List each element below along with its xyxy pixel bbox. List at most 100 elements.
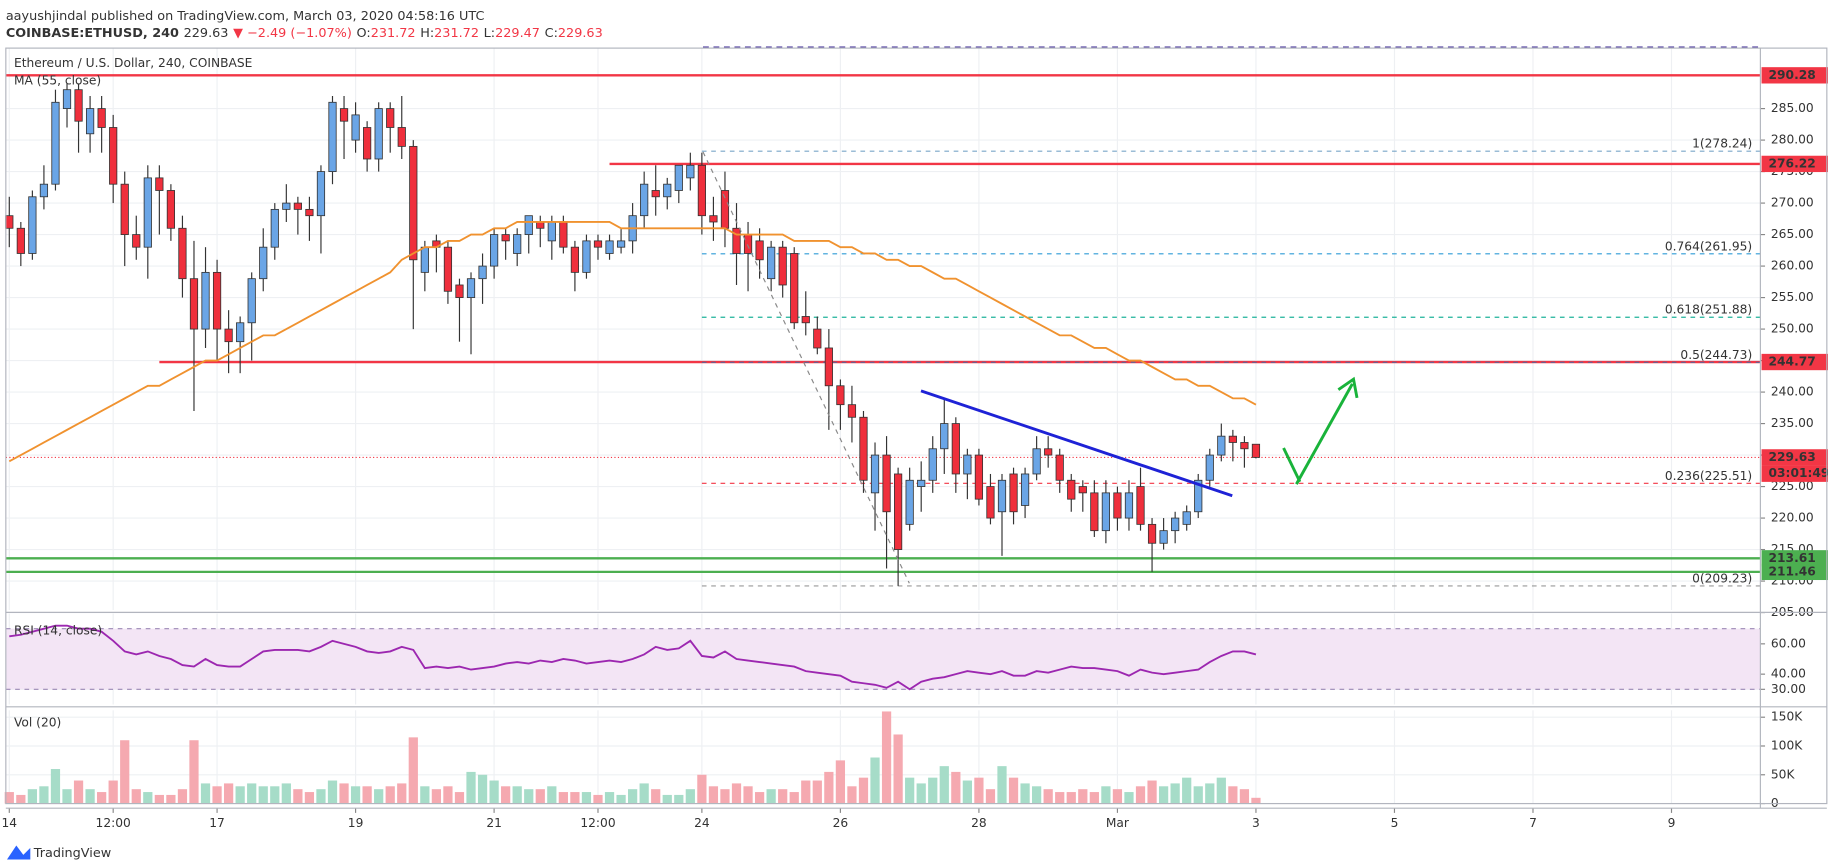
volume-bar (962, 780, 972, 804)
volume-bar (143, 792, 153, 804)
last: 229.63 (184, 25, 229, 40)
y-tick-label: 50K (1771, 767, 1796, 781)
candle-body (847, 404, 857, 418)
fib-label: 0.618(251.88) (1665, 303, 1752, 317)
x-tick-label: 17 (209, 816, 225, 830)
series-line (8, 221, 1257, 463)
volume-bar (212, 786, 222, 804)
candle-body (270, 208, 279, 248)
candle-body (1020, 473, 1030, 506)
candle-body (940, 423, 949, 450)
candle-body (247, 278, 256, 324)
candle-body (443, 246, 453, 292)
volume-bar (316, 789, 326, 804)
symbol-name: COINBASE:ETHUSD, 240 (6, 25, 179, 40)
logo-icon (6, 845, 31, 860)
candle-body (663, 183, 672, 198)
volume-bar (754, 792, 765, 804)
volume-bar (374, 789, 384, 804)
volume-bar (604, 792, 615, 804)
volume-bar (443, 786, 453, 804)
candle-body (5, 215, 14, 229)
volume-bar (720, 789, 730, 804)
candle-body (824, 347, 833, 387)
candle-body (282, 202, 291, 210)
y-tick-label: 235.00 (1771, 416, 1814, 430)
volume-bar (985, 789, 996, 804)
candle-body (501, 234, 510, 242)
candle-body (155, 177, 164, 191)
volume-bar (928, 777, 938, 804)
candle-body (28, 196, 37, 254)
volume-bar (581, 792, 592, 804)
volume-bar (870, 757, 880, 804)
candle-body (1009, 473, 1018, 513)
volume-bar (154, 794, 164, 804)
y-tick-label: 255.00 (1771, 290, 1814, 304)
volume-bar (1112, 789, 1123, 804)
legend-entry: MA (55, close) (14, 73, 101, 87)
x-tick-label: 19 (348, 816, 364, 830)
candle-body (986, 486, 995, 519)
candle-body (420, 246, 429, 273)
candle-body (570, 246, 580, 273)
volume-bar (1228, 786, 1238, 804)
x-tick-label: 28 (971, 816, 987, 830)
volume-bar (120, 740, 130, 804)
fib-label: 0.764(261.95) (1665, 239, 1752, 253)
candle-body (1182, 511, 1191, 525)
y-tick-label: 250.00 (1771, 322, 1814, 336)
candle-body (409, 145, 418, 261)
y-tick-label: 265.00 (1771, 227, 1814, 241)
candle-body (605, 240, 614, 254)
candle-body (51, 101, 60, 185)
candle-body (1205, 454, 1214, 481)
volume-bar (812, 780, 822, 804)
price-tag (1761, 353, 1828, 371)
x-tick-label: Mar (1106, 816, 1130, 830)
candle-body (363, 127, 372, 160)
volume-bar (639, 783, 649, 804)
y-tick-label: 30.00 (1771, 682, 1806, 696)
price-tag-label: 290.28 (1769, 68, 1816, 82)
candle-body (1113, 492, 1122, 519)
volume-bar (1193, 786, 1203, 804)
volume-bar (27, 789, 37, 804)
volume-bar (431, 789, 442, 804)
candle-body (39, 183, 49, 198)
price-tag-label: 244.77 (1769, 355, 1816, 369)
candle-body (132, 234, 141, 248)
candle-body (1194, 479, 1203, 513)
volume-bar (651, 789, 661, 804)
volume-bar (327, 780, 338, 804)
candle-body (813, 328, 822, 349)
volume-bar (616, 794, 626, 804)
volume-bar (593, 794, 603, 804)
volume-bar (97, 792, 107, 804)
arrow-small (1282, 447, 1302, 483)
volume-bar (674, 794, 684, 804)
volume-bar (39, 786, 49, 804)
y-tick-label: 40.00 (1771, 667, 1806, 681)
volume-bar (778, 789, 788, 804)
ohlc-key: H: (420, 25, 434, 40)
candle-body (259, 246, 268, 280)
volume-bar (1078, 789, 1088, 804)
candle-body (1136, 486, 1145, 525)
volume-bar (304, 792, 315, 804)
candle-body (201, 271, 210, 330)
candle-body (928, 448, 937, 481)
volume-bar (177, 789, 188, 804)
candle-body (1228, 435, 1237, 443)
volume-bar (281, 783, 291, 804)
candle-body (513, 234, 522, 254)
volume-bar (1205, 783, 1215, 804)
volume-bar (477, 774, 488, 804)
price-tag-label: 211.46 (1769, 564, 1816, 578)
volume-bar (824, 771, 834, 804)
candle-body (293, 202, 302, 210)
ohlc-value: 231.72 (371, 25, 416, 40)
volume-bar (408, 737, 418, 804)
volume-bar (524, 789, 534, 804)
volume-bar (939, 766, 949, 804)
